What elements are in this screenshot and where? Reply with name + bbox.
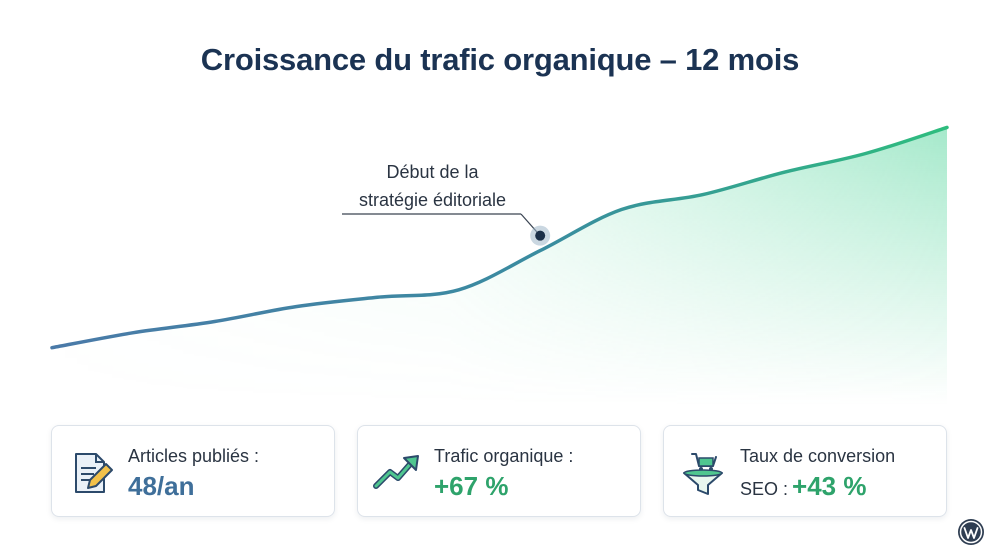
data-point-2 (131, 331, 135, 335)
chart-title: Croissance du trafic organique – 12 mois (200, 42, 800, 77)
annotation-line-2: stratégie éditoriale (358, 190, 507, 210)
data-point-5 (375, 295, 379, 299)
stat-value-traffic: +67 % (434, 471, 509, 501)
cart-funnel-icon (683, 453, 723, 495)
stat-card-traffic: Trafic organique : +67 % (357, 425, 641, 517)
data-point-1 (50, 346, 54, 350)
stat-card-conversion: Taux de conversion SEO : +43 % (663, 425, 947, 517)
area-fill (52, 127, 947, 406)
data-point-11 (864, 152, 868, 156)
data-point-12 (945, 125, 949, 129)
data-point-6 (457, 288, 461, 292)
data-point-3 (213, 320, 217, 324)
data-point-10 (782, 170, 786, 174)
stat-label-articles: Articles publiés : (128, 446, 260, 466)
data-point-4 (294, 305, 298, 309)
data-point-9 (701, 193, 705, 197)
data-point-7 (538, 249, 542, 253)
document-pencil-icon (75, 453, 113, 493)
area-chart (50, 125, 949, 406)
stat-value-articles: 48/an (128, 471, 195, 501)
wordpress-logo (958, 519, 984, 545)
annotation-label: Début de la stratégie éditoriale (300, 158, 565, 214)
annotation-line-1: Début de la (386, 162, 479, 182)
stat-label-traffic: Trafic organique : (434, 446, 574, 466)
stat-value-conversion: +43 % (792, 471, 867, 501)
data-point-8 (620, 208, 624, 212)
stat-label-seo: SEO : (740, 479, 789, 499)
stat-label-conversion: Taux de conversion (740, 446, 896, 466)
stat-line-seo: SEO : +43 % (740, 471, 866, 502)
trending-up-icon (373, 455, 419, 489)
series-line (50, 125, 949, 350)
annotation-marker (535, 230, 546, 241)
stat-card-articles: Articles publiés : 48/an (51, 425, 335, 517)
